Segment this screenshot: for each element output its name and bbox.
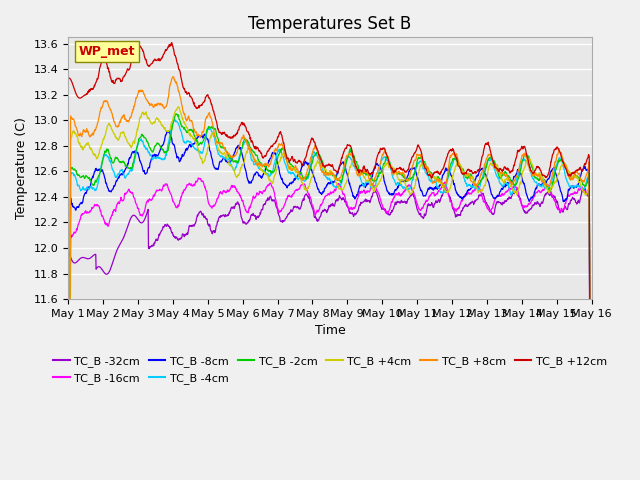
Line: TC_B -32cm: TC_B -32cm: [68, 188, 592, 480]
TC_B -8cm: [307, 166, 315, 172]
TC_B -4cm: [298, 177, 305, 183]
TC_B +8cm: [105, 103, 113, 109]
TC_B -2cm: [363, 171, 371, 177]
TC_B +12cm: [126, 65, 134, 71]
Line: TC_B -4cm: TC_B -4cm: [68, 119, 592, 480]
TC_B +12cm: [287, 157, 294, 163]
TC_B +12cm: [307, 138, 315, 144]
Line: TC_B -16cm: TC_B -16cm: [68, 178, 592, 480]
TC_B -4cm: [307, 160, 315, 166]
Legend: TC_B -32cm, TC_B -16cm, TC_B -8cm, TC_B -4cm, TC_B -2cm, TC_B +4cm, TC_B +8cm, T: TC_B -32cm, TC_B -16cm, TC_B -8cm, TC_B …: [49, 352, 611, 388]
X-axis label: Time: Time: [314, 324, 346, 337]
TC_B -8cm: [363, 182, 371, 188]
TC_B -2cm: [105, 149, 113, 155]
TC_B -32cm: [362, 199, 370, 204]
TC_B -2cm: [298, 170, 305, 176]
TC_B -4cm: [171, 116, 179, 122]
TC_B -32cm: [105, 270, 113, 276]
TC_B -8cm: [126, 155, 134, 161]
TC_B +4cm: [307, 178, 315, 183]
TC_B +4cm: [175, 104, 182, 109]
TC_B -32cm: [307, 200, 314, 205]
TC_B -4cm: [105, 156, 113, 161]
TC_B -2cm: [287, 161, 294, 167]
TC_B -2cm: [172, 111, 180, 117]
TC_B +4cm: [105, 121, 113, 127]
TC_B -2cm: [126, 166, 134, 171]
TC_B -16cm: [363, 188, 371, 194]
TC_B +12cm: [298, 161, 305, 167]
Line: TC_B -8cm: TC_B -8cm: [68, 131, 592, 480]
TC_B -4cm: [287, 170, 294, 176]
TC_B -8cm: [298, 165, 305, 170]
TC_B -8cm: [287, 180, 294, 186]
TC_B -8cm: [105, 188, 113, 193]
TC_B -16cm: [298, 182, 305, 188]
TC_B -4cm: [363, 180, 371, 185]
TC_B -2cm: [307, 165, 315, 170]
Line: TC_B +8cm: TC_B +8cm: [68, 77, 592, 480]
TC_B -32cm: [126, 217, 134, 223]
TC_B +12cm: [105, 67, 113, 72]
TC_B +4cm: [126, 143, 134, 149]
TC_B -8cm: [164, 128, 172, 133]
TC_B -16cm: [287, 194, 294, 200]
TC_B +8cm: [126, 115, 134, 120]
TC_B +8cm: [170, 74, 177, 80]
TC_B -32cm: [297, 204, 305, 209]
Title: Temperatures Set B: Temperatures Set B: [248, 15, 412, 33]
TC_B +8cm: [307, 154, 315, 160]
TC_B +8cm: [363, 170, 371, 176]
Line: TC_B +4cm: TC_B +4cm: [68, 107, 592, 480]
TC_B +8cm: [287, 167, 294, 173]
Line: TC_B +12cm: TC_B +12cm: [68, 43, 592, 480]
Y-axis label: Temperature (C): Temperature (C): [15, 117, 28, 219]
TC_B -32cm: [287, 209, 294, 215]
TC_B +4cm: [287, 163, 294, 169]
TC_B +12cm: [64, 75, 72, 81]
TC_B -32cm: [64, 246, 72, 252]
TC_B -4cm: [126, 168, 134, 173]
TC_B -32cm: [441, 185, 449, 191]
TC_B -16cm: [307, 196, 315, 202]
TC_B -16cm: [195, 175, 202, 181]
TC_B -16cm: [105, 222, 113, 228]
TC_B +4cm: [363, 178, 371, 183]
TC_B +4cm: [298, 179, 305, 185]
TC_B -16cm: [126, 189, 134, 194]
TC_B +12cm: [168, 40, 175, 46]
Line: TC_B -2cm: TC_B -2cm: [68, 114, 592, 480]
Text: WP_met: WP_met: [79, 45, 135, 58]
TC_B +8cm: [298, 175, 305, 181]
TC_B +12cm: [363, 168, 371, 174]
